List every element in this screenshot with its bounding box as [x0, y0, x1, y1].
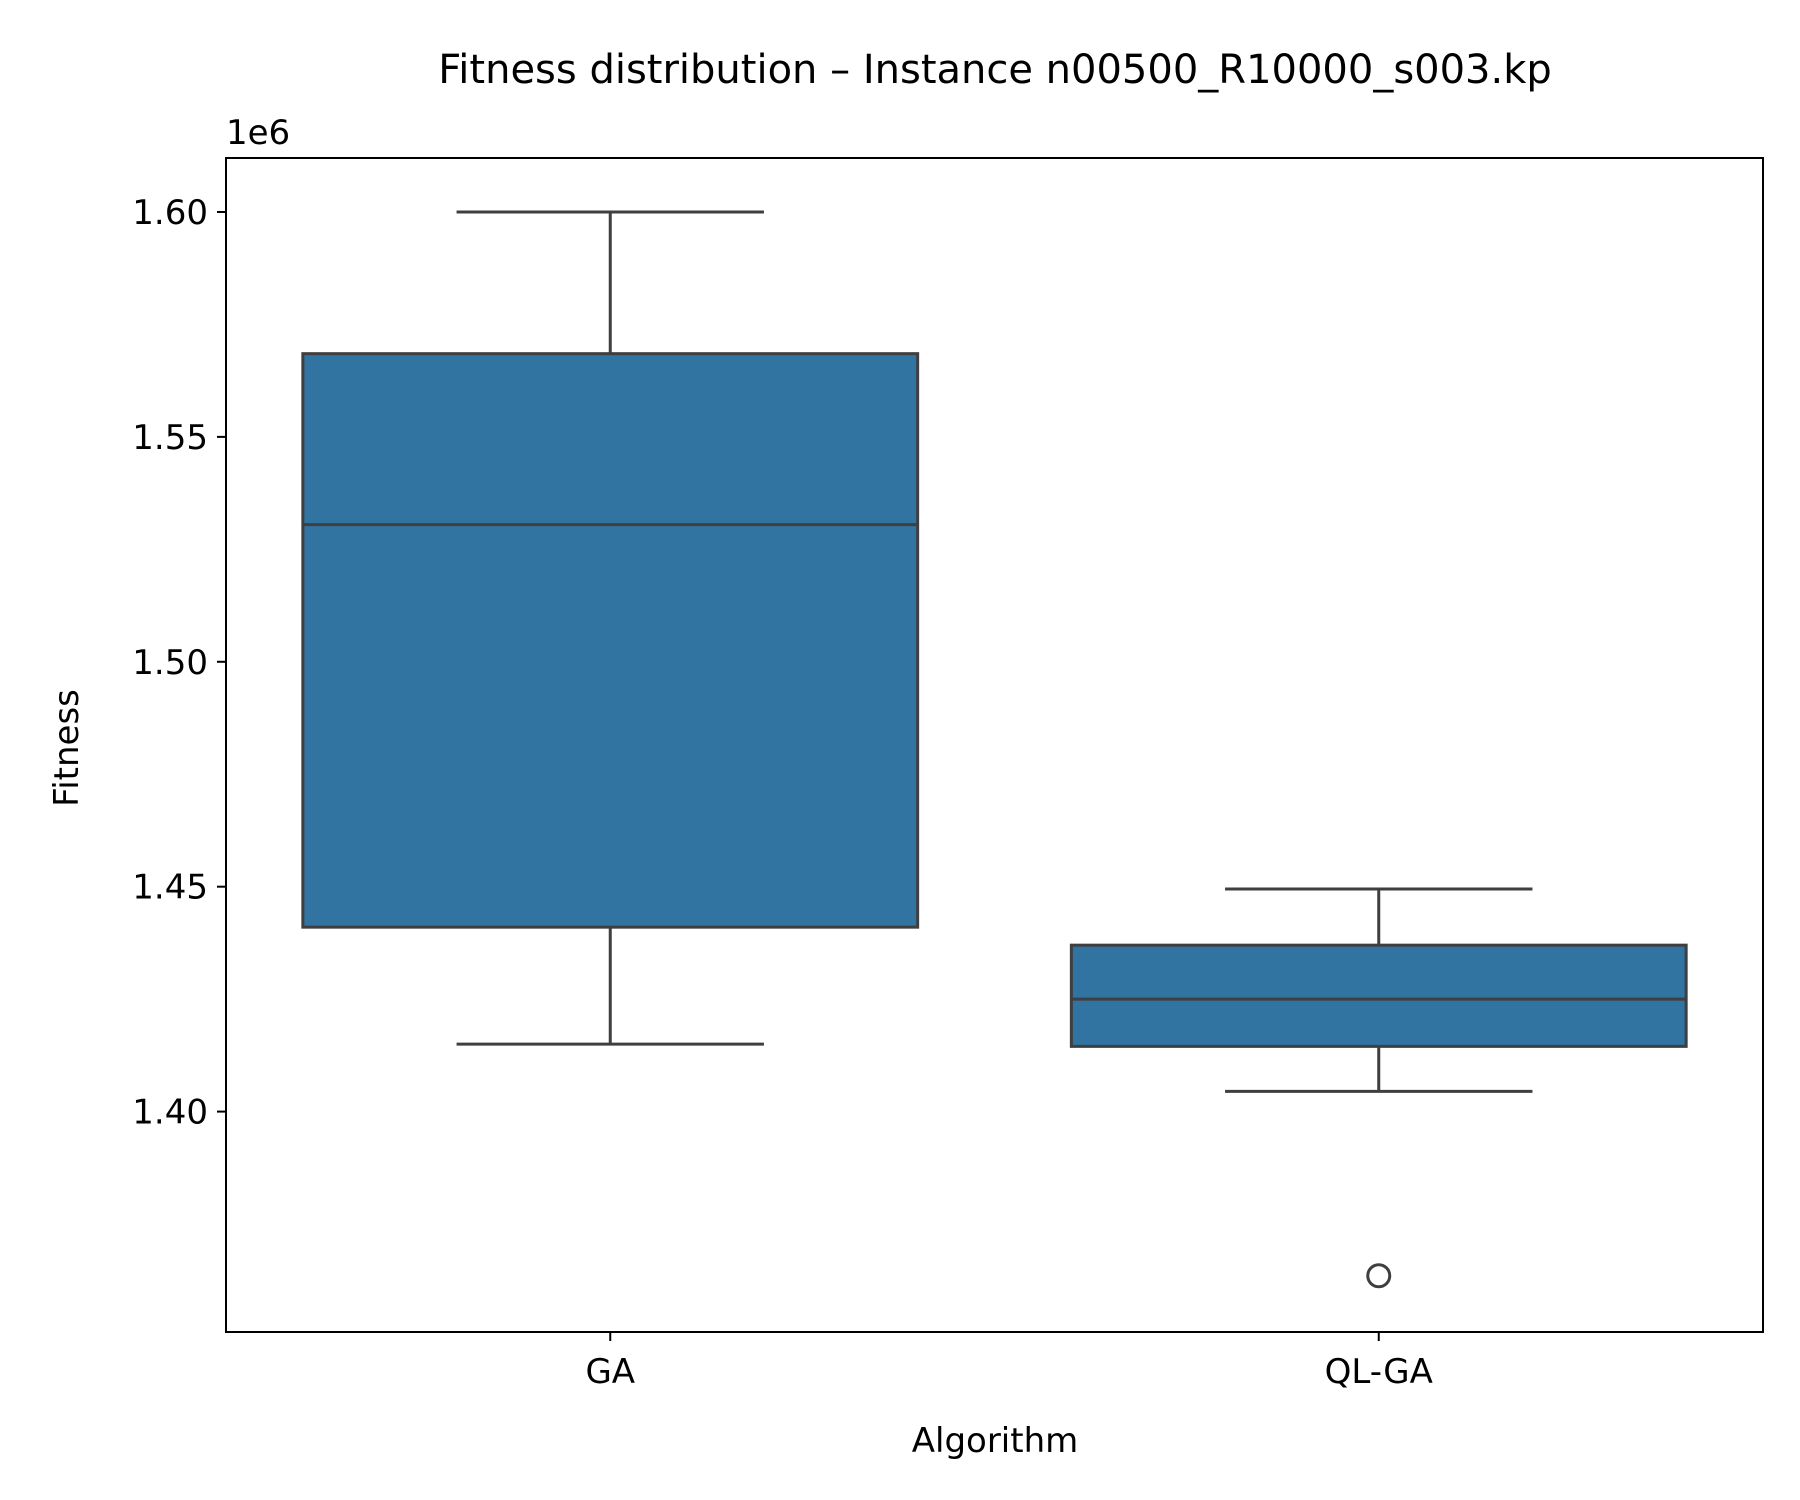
x-tick-label: GA	[585, 1352, 635, 1392]
outlier-point	[1366, 1263, 1392, 1289]
y-tick-label: 1.50	[132, 643, 208, 683]
y-tick-label: 1.60	[132, 193, 208, 233]
y-axis-offset-label: 1e6	[226, 113, 290, 153]
axes-frame	[225, 157, 1764, 1333]
x-axis-label: Algorithm	[912, 1421, 1079, 1461]
y-tick-label: 1.55	[132, 418, 208, 458]
box-ga	[301, 352, 920, 929]
y-tick-label: 1.45	[132, 868, 208, 908]
plot-area: 1.40 1.45 1.50 1.55 1.60 GA QL-GA	[132, 157, 1764, 1392]
y-axis-label: Fitness	[47, 689, 87, 807]
x-tick-label: QL-GA	[1325, 1352, 1433, 1392]
chart-title: Fitness distribution – Instance n00500_R…	[438, 47, 1552, 93]
y-tick-label: 1.40	[132, 1093, 208, 1133]
box-ql-ga	[1069, 943, 1688, 1048]
